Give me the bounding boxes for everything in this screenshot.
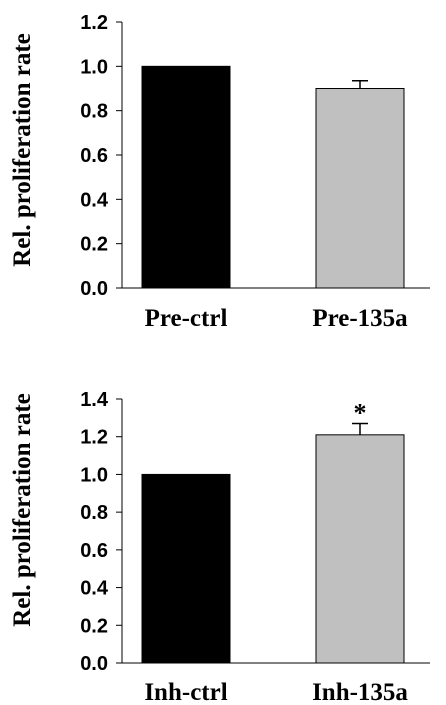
y-tick-label: 0.8	[80, 101, 108, 123]
y-tick-label: 1.0	[80, 56, 108, 78]
bar-inh-ctrl	[141, 473, 231, 664]
category-label: Pre-ctrl	[145, 305, 228, 332]
y-tick-label: 1.0	[80, 464, 108, 486]
bar-pre-135a	[315, 88, 405, 289]
y-tick-label: 0.8	[80, 502, 108, 524]
y-tick-label: 1.2	[80, 12, 108, 34]
y-tick-label: 0.2	[80, 615, 108, 637]
y-tick-label: 0.6	[80, 540, 108, 562]
y-tick-label: 0.6	[80, 145, 108, 167]
category-label: Pre-135a	[312, 305, 408, 332]
y-tick-label: 0.0	[80, 653, 108, 675]
chart-panel-bottom: Rel. proliferation rate Inh-ctrl * Inh-135a…	[9, 389, 430, 705]
y-tick-label: 0.0	[80, 278, 108, 300]
chart-panel-top: Rel. proliferation rate Pre-ctrl Pre-135a 0…	[9, 12, 430, 332]
y-tick-label: 1.4	[80, 389, 109, 411]
significance-marker: *	[354, 399, 367, 428]
y-tick-label: 0.4	[80, 578, 109, 600]
category-label: Inh-135a	[312, 679, 408, 705]
y-tick-label: 1.2	[80, 427, 108, 449]
bar-pre-ctrl	[141, 65, 231, 289]
y-axis-label: Rel. proliferation rate	[9, 393, 36, 627]
bar-inh-135a	[315, 434, 405, 664]
y-tick-label: 0.2	[80, 234, 108, 256]
y-tick-label: 0.4	[80, 189, 109, 211]
y-axis-label: Rel. proliferation rate	[9, 33, 36, 267]
category-label: Inh-ctrl	[144, 679, 227, 705]
